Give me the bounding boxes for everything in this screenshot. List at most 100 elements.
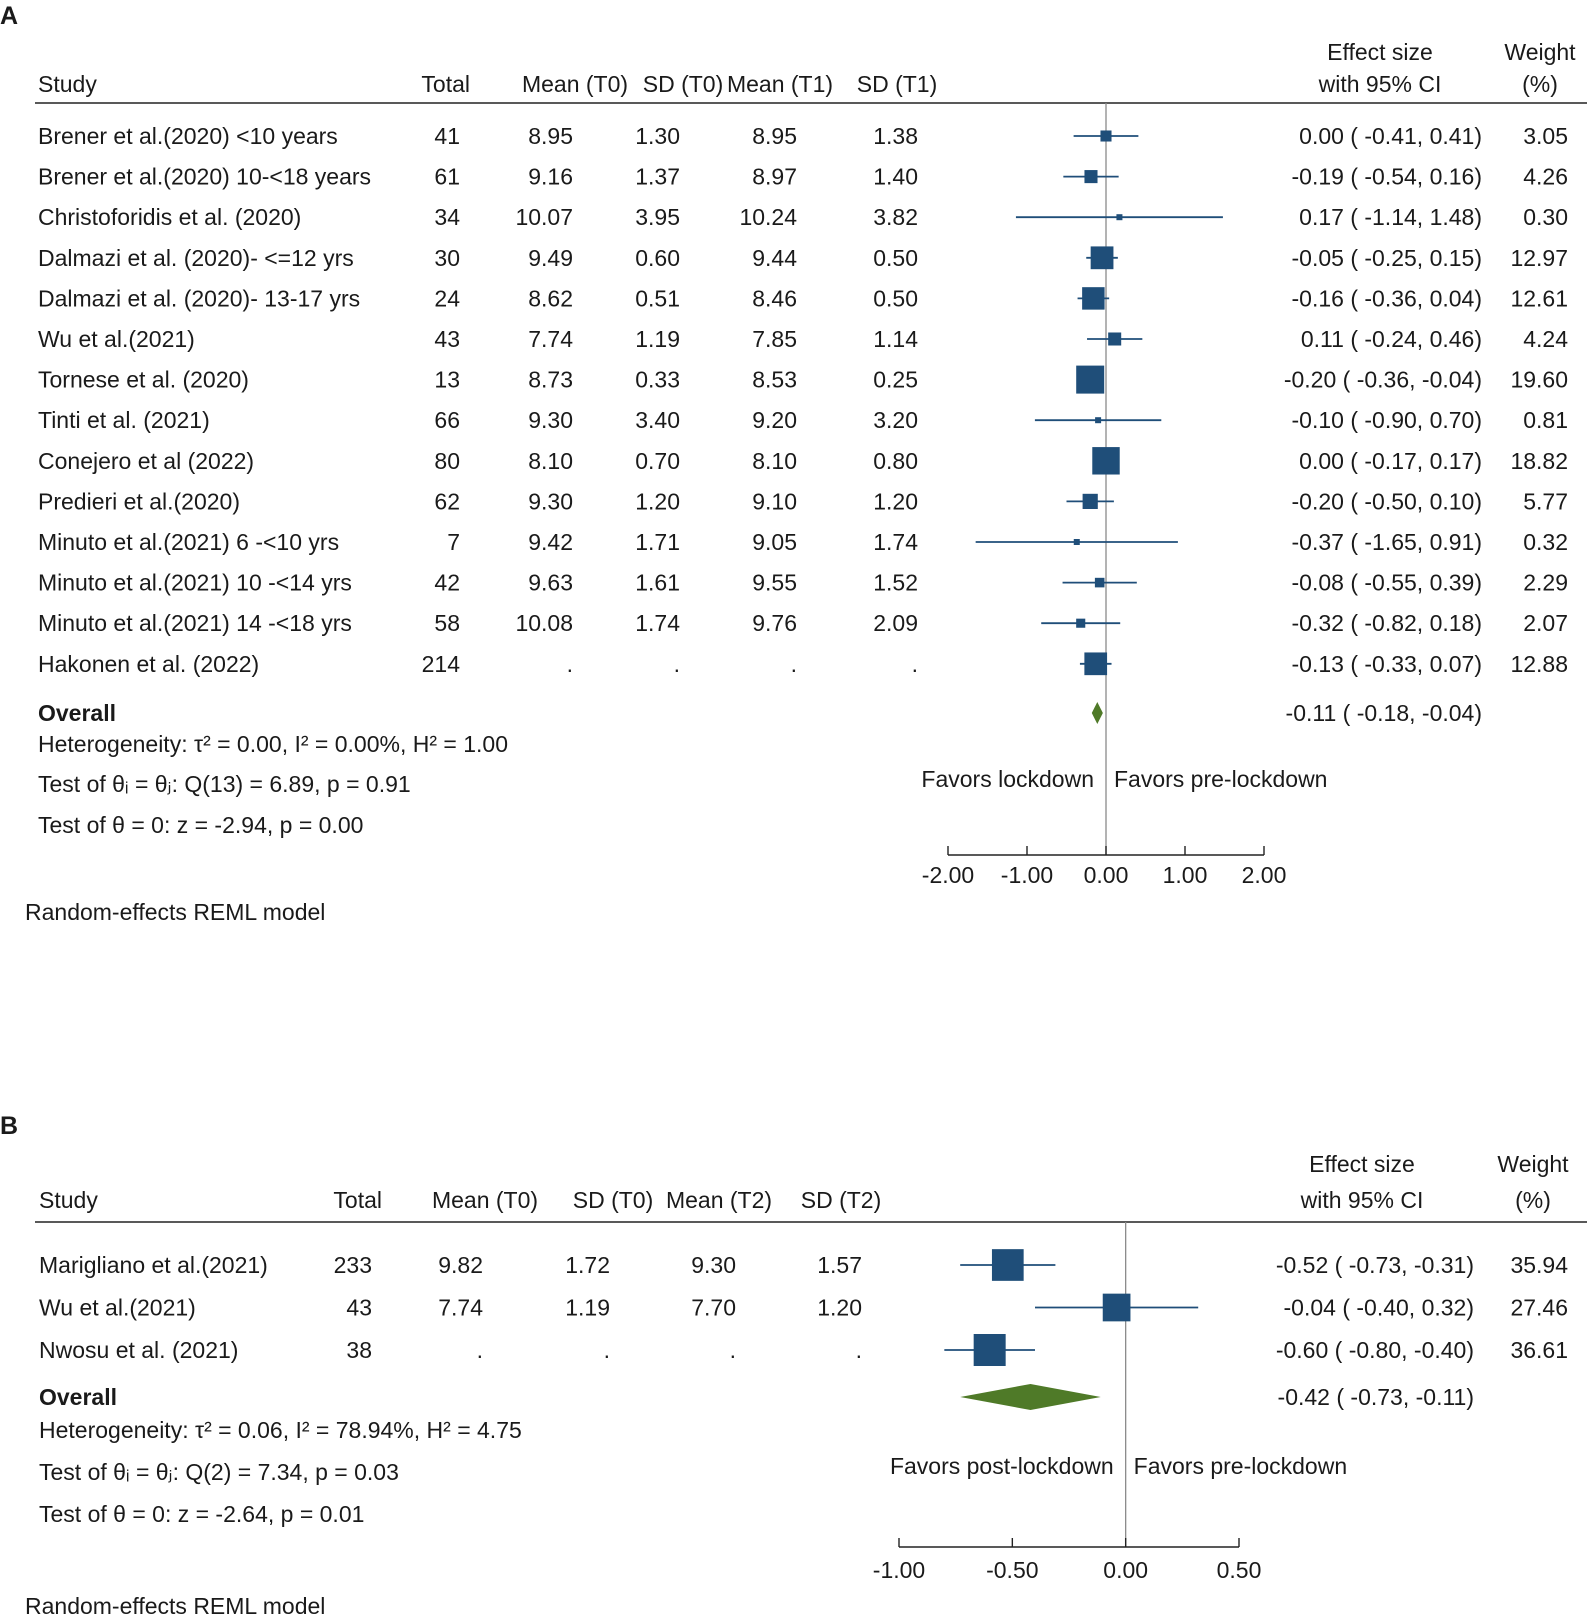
header-study: Study xyxy=(39,1187,98,1213)
study-sd-a: 1.19 xyxy=(635,326,680,352)
effect-box xyxy=(1073,539,1080,545)
study-sd-a: 0.60 xyxy=(635,245,680,271)
panel-label: B xyxy=(0,1112,18,1140)
effect-box xyxy=(1116,214,1123,221)
study-weight: 4.26 xyxy=(1523,164,1568,190)
study-name: Wu et al.(2021) xyxy=(38,326,195,352)
study-mean-b: 9.76 xyxy=(752,610,797,636)
header-mean-a: Mean (T0) xyxy=(432,1187,538,1213)
effect-box xyxy=(1108,332,1122,346)
study-sd-b: 0.50 xyxy=(873,285,918,311)
effect-box xyxy=(973,1334,1006,1366)
study-sd-b: 0.25 xyxy=(873,367,918,393)
header-weight-pct: (%) xyxy=(1515,1187,1551,1213)
effect-box xyxy=(1100,130,1112,142)
study-effect-ci: -0.20 ( -0.50, 0.10) xyxy=(1292,488,1483,514)
study-total: 24 xyxy=(434,285,460,311)
favors-left-label: Favors post-lockdown xyxy=(890,1453,1114,1479)
study-mean-a: 9.16 xyxy=(528,164,573,190)
study-mean-b: 9.10 xyxy=(752,488,797,514)
study-name: Predieri et al.(2020) xyxy=(38,488,240,514)
study-mean-a: 8.62 xyxy=(528,285,573,311)
study-total: 62 xyxy=(434,488,460,514)
study-name: Hakonen et al. (2022) xyxy=(38,651,259,677)
study-sd-b: 0.80 xyxy=(873,448,918,474)
favors-right-label: Favors pre-lockdown xyxy=(1134,1453,1347,1479)
study-total: 66 xyxy=(434,407,460,433)
study-weight: 12.97 xyxy=(1510,245,1568,271)
study-sd-b: . xyxy=(912,651,918,677)
effect-box xyxy=(991,1249,1024,1281)
study-weight: 35.94 xyxy=(1510,1252,1568,1278)
study-total: 7 xyxy=(447,529,460,555)
x-axis-tick-label: 1.00 xyxy=(1163,862,1208,888)
header-sd-b: SD (T1) xyxy=(857,71,938,97)
header-sd-b: SD (T2) xyxy=(801,1187,882,1213)
study-name: Conejero et al (2022) xyxy=(38,448,254,474)
effect-box xyxy=(1082,493,1098,509)
study-total: 30 xyxy=(434,245,460,271)
study-weight: 12.88 xyxy=(1510,651,1568,677)
overall-effect-ci: -0.11 ( -0.18, -0.04) xyxy=(1286,700,1482,726)
study-mean-a: 9.42 xyxy=(528,529,573,555)
study-mean-a: 8.95 xyxy=(528,123,573,149)
study-effect-ci: 0.17 ( -1.14, 1.48) xyxy=(1299,204,1482,230)
study-mean-b: 8.10 xyxy=(752,448,797,474)
x-axis-tick-label: -1.00 xyxy=(1001,862,1053,888)
study-mean-b: . xyxy=(791,651,797,677)
header-total: Total xyxy=(421,71,470,97)
header-weight-pct: (%) xyxy=(1522,71,1558,97)
study-total: 38 xyxy=(346,1337,372,1363)
study-mean-a: 8.10 xyxy=(528,448,573,474)
study-sd-b: 1.74 xyxy=(873,529,918,555)
model-note: Random-effects REML model xyxy=(25,899,325,925)
study-name: Wu et al.(2021) xyxy=(39,1295,196,1321)
study-total: 41 xyxy=(434,123,460,149)
header-sd-a: SD (T0) xyxy=(573,1187,654,1213)
study-sd-a: 1.61 xyxy=(635,570,680,596)
overall-effect-ci: -0.42 ( -0.73, -0.11) xyxy=(1278,1384,1474,1410)
model-note: Random-effects REML model xyxy=(25,1593,325,1619)
study-effect-ci: -0.04 ( -0.40, 0.32) xyxy=(1284,1295,1475,1321)
study-sd-b: 1.52 xyxy=(873,570,918,596)
study-name: Dalmazi et al. (2020)- 13-17 yrs xyxy=(38,285,360,311)
study-sd-b: 1.38 xyxy=(873,123,918,149)
study-total: 13 xyxy=(434,367,460,393)
effect-box xyxy=(1084,170,1098,184)
study-effect-ci: -0.16 ( -0.36, 0.04) xyxy=(1292,285,1483,311)
z-test-stat: Test of θ = 0: z = -2.94, p = 0.00 xyxy=(38,812,363,838)
header-weight: Weight xyxy=(1504,39,1576,65)
study-mean-b: 8.46 xyxy=(752,285,797,311)
study-effect-ci: -0.60 ( -0.80, -0.40) xyxy=(1276,1337,1474,1363)
study-sd-a: 1.19 xyxy=(565,1295,610,1321)
effect-box xyxy=(1092,447,1120,475)
study-sd-a: 1.72 xyxy=(565,1252,610,1278)
study-name: Tinti et al. (2021) xyxy=(38,407,210,433)
overall-diamond xyxy=(960,1384,1101,1410)
study-weight: 0.32 xyxy=(1523,529,1568,555)
x-axis-tick-label: 2.00 xyxy=(1242,862,1287,888)
study-total: 80 xyxy=(434,448,460,474)
study-sd-b: 1.40 xyxy=(873,164,918,190)
study-sd-a: 3.40 xyxy=(635,407,680,433)
header-mean-b: Mean (T2) xyxy=(666,1187,772,1213)
study-sd-b: 1.14 xyxy=(873,326,918,352)
overall-label: Overall xyxy=(38,700,116,726)
study-effect-ci: 0.00 ( -0.41, 0.41) xyxy=(1299,123,1482,149)
study-name: Brener et al.(2020) <10 years xyxy=(38,123,338,149)
study-weight: 36.61 xyxy=(1510,1337,1568,1363)
study-mean-b: 8.95 xyxy=(752,123,797,149)
effect-box xyxy=(1090,246,1114,270)
study-name: Minuto et al.(2021) 6 -<10 yrs xyxy=(38,529,339,555)
study-total: 34 xyxy=(434,204,460,230)
study-weight: 4.24 xyxy=(1523,326,1568,352)
study-sd-b: 1.20 xyxy=(873,488,918,514)
x-axis-tick-label: 0.00 xyxy=(1084,862,1129,888)
header-mean-b: Mean (T1) xyxy=(727,71,833,97)
study-sd-b: 2.09 xyxy=(873,610,918,636)
study-sd-b: 1.20 xyxy=(817,1295,862,1321)
z-test-stat: Test of θ = 0: z = -2.64, p = 0.01 xyxy=(39,1501,364,1527)
effect-box xyxy=(1084,652,1108,676)
heterogeneity-stat: Heterogeneity: τ² = 0.00, I² = 0.00%, H²… xyxy=(38,731,508,757)
study-mean-b: 8.53 xyxy=(752,367,797,393)
